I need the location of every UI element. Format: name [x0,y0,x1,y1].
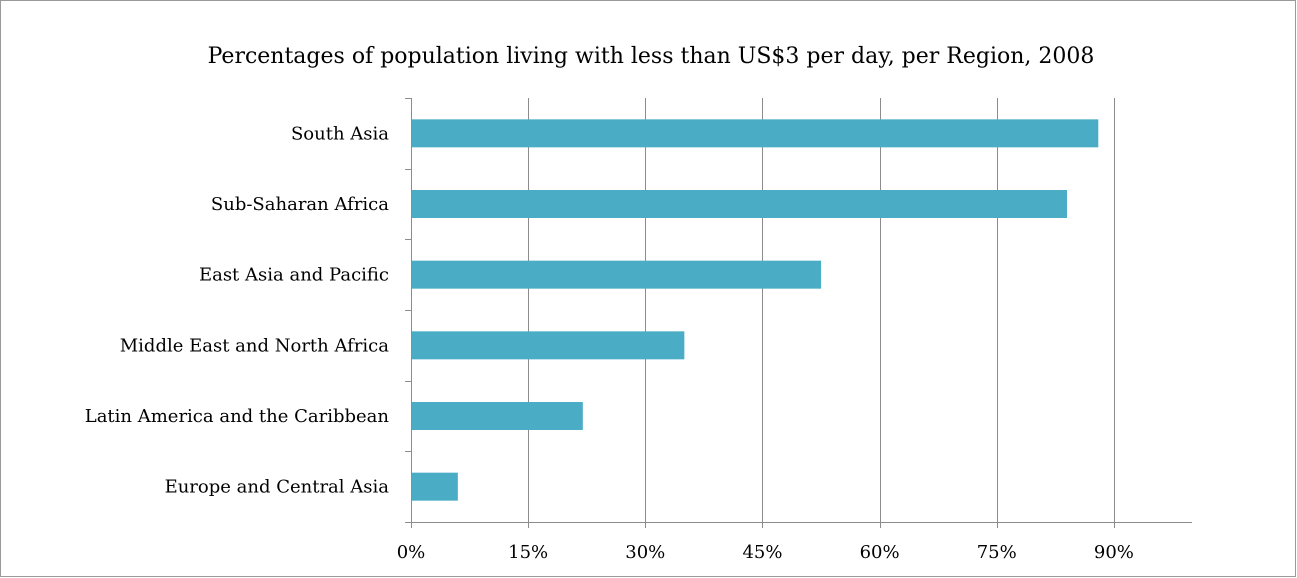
bar [412,119,1099,148]
gridlines [528,98,1115,522]
category-label: East Asia and Pacific [199,265,389,286]
category-label: Latin America and the Caribbean [85,406,390,427]
x-tick-label: 0% [397,542,426,563]
x-tick-label: 45% [742,542,782,563]
bar [412,190,1068,218]
x-tick-label: 30% [625,542,665,563]
x-tick-label: 60% [860,542,900,563]
bars [412,119,1099,501]
x-tick-label: 90% [1094,542,1134,563]
bar [412,472,458,501]
chart-title: Percentages of population living with le… [208,44,1095,69]
x-tick-label: 75% [977,542,1017,563]
category-label: South Asia [291,123,389,144]
category-label: Middle East and North Africa [120,335,390,356]
bar [412,331,685,360]
bar [412,402,583,430]
labels: 0% 15% 30% 45% 60% 75% 90% South Asia Sub-Sahara… [85,123,1134,563]
axes [405,98,1192,528]
category-label: Sub-Saharan Africa [211,194,389,215]
category-label: Europe and Central Asia [165,477,390,498]
bar [412,260,822,289]
x-tick-label: 15% [508,542,548,563]
